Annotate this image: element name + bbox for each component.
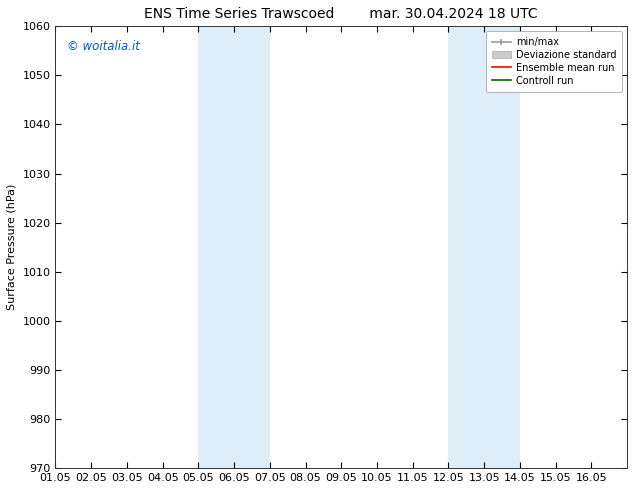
Y-axis label: Surface Pressure (hPa): Surface Pressure (hPa) (7, 184, 17, 311)
Bar (198, 26, 270, 468)
Legend: min/max, Deviazione standard, Ensemble mean run, Controll run: min/max, Deviazione standard, Ensemble m… (486, 31, 622, 92)
Title: ENS Time Series Trawscoed        mar. 30.04.2024 18 UTC: ENS Time Series Trawscoed mar. 30.04.202… (145, 7, 538, 21)
Text: © woitalia.it: © woitalia.it (67, 40, 139, 52)
Bar (448, 26, 520, 468)
